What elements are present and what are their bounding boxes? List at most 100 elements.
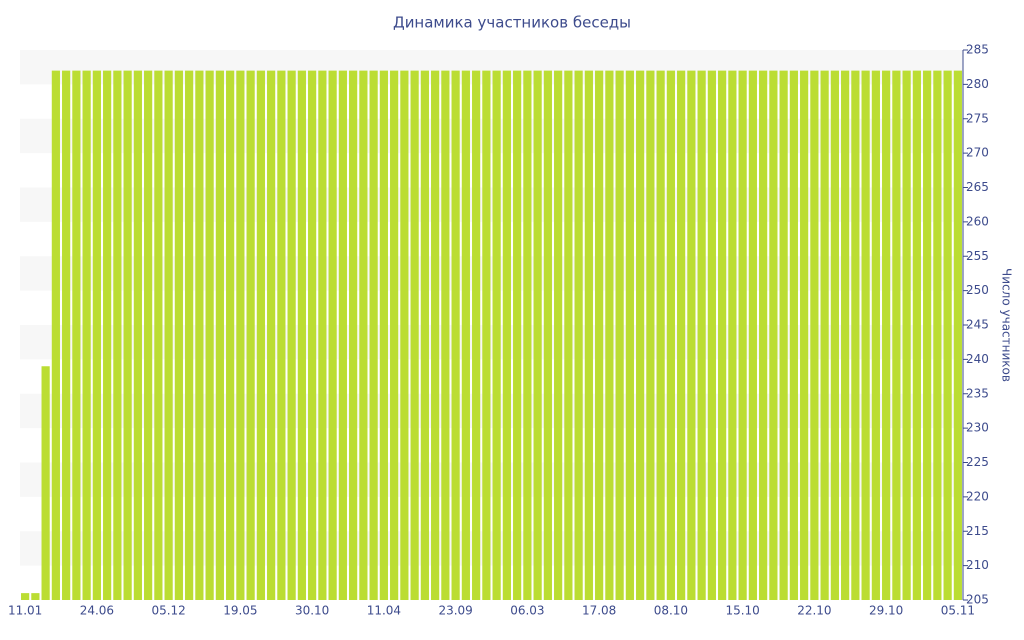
- x-tick-label: 19.05: [223, 604, 257, 618]
- bar: [144, 70, 153, 600]
- bar: [267, 70, 276, 600]
- bar: [400, 70, 409, 600]
- y-tick-label: 205: [966, 593, 989, 607]
- bar: [933, 70, 942, 600]
- y-tick-label: 275: [966, 111, 989, 125]
- y-tick-label: 270: [966, 146, 989, 160]
- bar: [318, 70, 327, 600]
- bar: [554, 70, 563, 600]
- bar: [892, 70, 901, 600]
- bar: [246, 70, 255, 600]
- bar: [851, 70, 860, 600]
- bar: [718, 70, 727, 600]
- bar: [359, 70, 368, 600]
- y-tick-label: 220: [966, 489, 989, 503]
- y-tick-label: 245: [966, 318, 989, 332]
- x-tick-label: 05.11: [941, 604, 975, 618]
- bar: [871, 70, 880, 600]
- y-tick-label: 280: [966, 77, 989, 91]
- x-tick-label: 23.09: [438, 604, 472, 618]
- bar: [841, 70, 850, 600]
- bar: [738, 70, 747, 600]
- bar: [759, 70, 768, 600]
- bar: [482, 70, 491, 600]
- bar: [51, 70, 60, 600]
- x-tick-label: 30.10: [295, 604, 329, 618]
- bar: [154, 70, 163, 600]
- y-tick-label: 255: [966, 249, 989, 263]
- x-tick-label: 17.08: [582, 604, 616, 618]
- bar: [92, 70, 101, 600]
- bar: [584, 70, 593, 600]
- bar: [830, 70, 839, 600]
- chart-title: Динамика участников беседы: [393, 14, 631, 32]
- bar: [461, 70, 470, 600]
- bar: [810, 70, 819, 600]
- bar: [728, 70, 737, 600]
- bar: [277, 70, 286, 600]
- bar: [287, 70, 296, 600]
- bar: [543, 70, 552, 600]
- bar: [595, 70, 604, 600]
- bar: [656, 70, 665, 600]
- bar: [113, 70, 122, 600]
- bar: [226, 70, 235, 600]
- bar: [523, 70, 532, 600]
- bar: [123, 70, 132, 600]
- bar: [195, 70, 204, 600]
- bar: [953, 70, 962, 600]
- x-tick-label: 11.04: [367, 604, 401, 618]
- x-tick-label: 29.10: [869, 604, 903, 618]
- y-tick-label: 260: [966, 214, 989, 228]
- bar: [533, 70, 542, 600]
- bar: [338, 70, 347, 600]
- bar: [912, 70, 921, 600]
- bar: [103, 70, 112, 600]
- bar: [615, 70, 624, 600]
- bar: [215, 70, 224, 600]
- x-tick-label: 08.10: [654, 604, 688, 618]
- x-tick-label: 05.12: [151, 604, 185, 618]
- bar: [605, 70, 614, 600]
- bar: [513, 70, 522, 600]
- bar: [133, 70, 142, 600]
- bar: [205, 70, 214, 600]
- bar: [882, 70, 891, 600]
- bar: [41, 366, 50, 600]
- bar: [31, 593, 40, 600]
- x-tick-label: 15.10: [725, 604, 759, 618]
- bar: [707, 70, 716, 600]
- bar: [677, 70, 686, 600]
- bar: [164, 70, 173, 600]
- bar: [369, 70, 378, 600]
- bar: [902, 70, 911, 600]
- y-tick-label: 265: [966, 180, 989, 194]
- bar: [236, 70, 245, 600]
- bar: [820, 70, 829, 600]
- bar: [748, 70, 757, 600]
- y-tick-label: 285: [966, 43, 989, 57]
- bar: [349, 70, 358, 600]
- bar: [441, 70, 450, 600]
- x-tick-label: 11.01: [8, 604, 42, 618]
- bar: [297, 70, 306, 600]
- bar: [492, 70, 501, 600]
- x-tick-label: 24.06: [80, 604, 114, 618]
- y-tick-label: 230: [966, 421, 989, 435]
- x-tick-label: 22.10: [797, 604, 831, 618]
- bar: [82, 70, 91, 600]
- bar: [431, 70, 440, 600]
- y-tick-label: 250: [966, 283, 989, 297]
- y-tick-label: 240: [966, 352, 989, 366]
- bar: [308, 70, 317, 600]
- y-tick-label: 225: [966, 455, 989, 469]
- bar: [779, 70, 788, 600]
- bar: [861, 70, 870, 600]
- bar: [451, 70, 460, 600]
- bar: [574, 70, 583, 600]
- y-tick-label: 215: [966, 524, 989, 538]
- bar: [62, 70, 71, 600]
- bar: [72, 70, 81, 600]
- bar: [256, 70, 265, 600]
- bar: [472, 70, 481, 600]
